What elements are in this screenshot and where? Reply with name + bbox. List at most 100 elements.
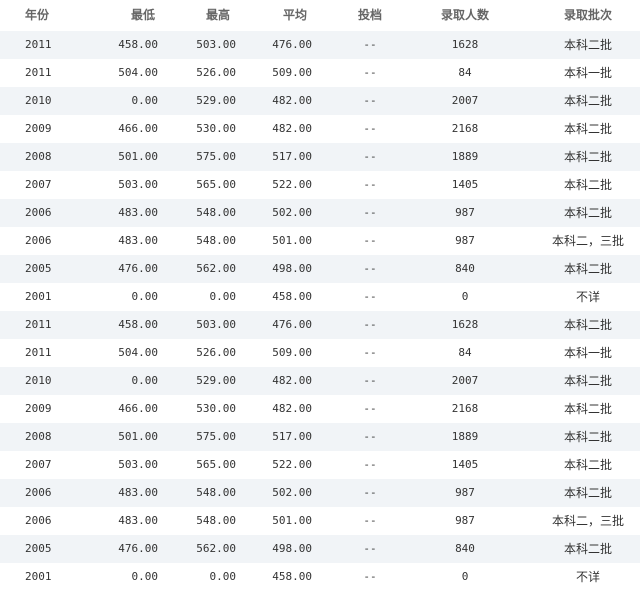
cell-avg-score: 482.00 [272,402,312,415]
cell-admitted-count: 1628 [451,38,479,51]
cell-max-score: 526.00 [196,346,236,359]
cell-max-score: 0.00 [209,570,237,583]
header-batch: 录取批次 [563,8,612,22]
cell-year: 2006 [25,514,52,527]
cell-avg-score: 458.00 [272,570,312,583]
table-row: 2007 503.00 565.00 522.00 -- 1405 本科二批 [0,451,640,479]
header-admitted-count: 录取人数 [440,8,489,22]
cell-year: 2005 [25,542,52,555]
cell-year: 2011 [25,318,52,331]
cell-batch: 本科二批 [563,94,612,108]
cell-admitted-count: 840 [455,542,475,555]
cell-batch: 本科二批 [563,430,612,444]
cell-filing-score: -- [363,206,377,219]
cell-min-score: 501.00 [118,150,158,163]
cell-batch: 本科二批 [563,122,612,136]
cell-filing-score: -- [363,318,377,331]
cell-year: 2005 [25,262,52,275]
table-row: 2001 0.00 0.00 458.00 -- 0 不详 [0,563,640,591]
cell-filing-score: -- [363,346,377,359]
cell-min-score: 503.00 [118,178,158,191]
cell-min-score: 483.00 [118,234,158,247]
cell-year: 2010 [25,94,52,107]
cell-year: 2010 [25,374,52,387]
cell-min-score: 483.00 [118,486,158,499]
cell-filing-score: -- [363,514,377,527]
cell-batch: 本科二批 [563,206,612,220]
cell-min-score: 501.00 [118,430,158,443]
cell-year: 2011 [25,38,52,51]
cell-admitted-count: 0 [461,290,469,303]
cell-filing-score: -- [363,178,377,191]
cell-admitted-count: 2007 [451,374,479,387]
cell-min-score: 466.00 [118,402,158,415]
cell-batch: 本科二，三批 [551,234,624,248]
cell-max-score: 548.00 [196,514,236,527]
cell-max-score: 575.00 [196,150,236,163]
table-header: 年份 最低 最高 平均 投档 录取人数 录取批次 [0,0,640,31]
cell-min-score: 458.00 [118,318,158,331]
table-row: 2009 466.00 530.00 482.00 -- 2168 本科二批 [0,395,640,423]
cell-admitted-count: 1889 [451,430,479,443]
cell-filing-score: -- [363,122,377,135]
cell-avg-score: 522.00 [272,458,312,471]
cell-max-score: 526.00 [196,66,236,79]
cell-min-score: 0.00 [131,290,159,303]
cell-filing-score: -- [363,458,377,471]
header-min: 最低 [130,8,155,22]
cell-admitted-count: 1628 [451,318,479,331]
cell-year: 2001 [25,570,52,583]
cell-avg-score: 517.00 [272,150,312,163]
cell-admitted-count: 1889 [451,150,479,163]
table-row: 2011 458.00 503.00 476.00 -- 1628 本科二批 [0,31,640,59]
table-row: 2010 0.00 529.00 482.00 -- 2007 本科二批 [0,87,640,115]
cell-avg-score: 498.00 [272,262,312,275]
cell-max-score: 565.00 [196,178,236,191]
cell-batch: 本科二，三批 [551,514,624,528]
cell-avg-score: 482.00 [272,122,312,135]
cell-year: 2006 [25,206,52,219]
cell-max-score: 530.00 [196,122,236,135]
cell-max-score: 548.00 [196,234,236,247]
cell-avg-score: 458.00 [272,290,312,303]
cell-max-score: 503.00 [196,38,236,51]
cell-year: 2006 [25,486,52,499]
cell-max-score: 530.00 [196,402,236,415]
cell-admitted-count: 84 [458,66,472,79]
cell-filing-score: -- [363,290,377,303]
cell-min-score: 476.00 [118,262,158,275]
cell-year: 2011 [25,346,52,359]
cell-avg-score: 502.00 [272,486,312,499]
cell-batch: 本科二批 [563,458,612,472]
table-row: 2011 504.00 526.00 509.00 -- 84 本科一批 [0,339,640,367]
cell-year: 2008 [25,430,52,443]
cell-filing-score: -- [363,542,377,555]
cell-admitted-count: 987 [455,486,475,499]
cell-avg-score: 501.00 [272,514,312,527]
cell-admitted-count: 2168 [451,122,479,135]
cell-year: 2007 [25,458,52,471]
table-row: 2011 458.00 503.00 476.00 -- 1628 本科二批 [0,311,640,339]
cell-filing-score: -- [363,262,377,275]
cell-avg-score: 482.00 [272,94,312,107]
cell-filing-score: -- [363,150,377,163]
cell-avg-score: 501.00 [272,234,312,247]
cell-min-score: 504.00 [118,346,158,359]
cell-batch: 本科一批 [563,346,612,360]
cell-year: 2007 [25,178,52,191]
cell-batch: 本科二批 [563,486,612,500]
cell-min-score: 458.00 [118,38,158,51]
cell-year: 2011 [25,66,52,79]
cell-avg-score: 476.00 [272,318,312,331]
cell-admitted-count: 2007 [451,94,479,107]
cell-filing-score: -- [363,570,377,583]
cell-max-score: 548.00 [196,486,236,499]
cell-filing-score: -- [363,374,377,387]
table-row: 2006 483.00 548.00 501.00 -- 987 本科二，三批 [0,507,640,535]
cell-batch: 本科二批 [563,318,612,332]
cell-batch: 本科二批 [563,542,612,556]
table-row: 2005 476.00 562.00 498.00 -- 840 本科二批 [0,535,640,563]
table-row: 2008 501.00 575.00 517.00 -- 1889 本科二批 [0,423,640,451]
cell-admitted-count: 1405 [451,178,479,191]
cell-batch: 本科二批 [563,178,612,192]
